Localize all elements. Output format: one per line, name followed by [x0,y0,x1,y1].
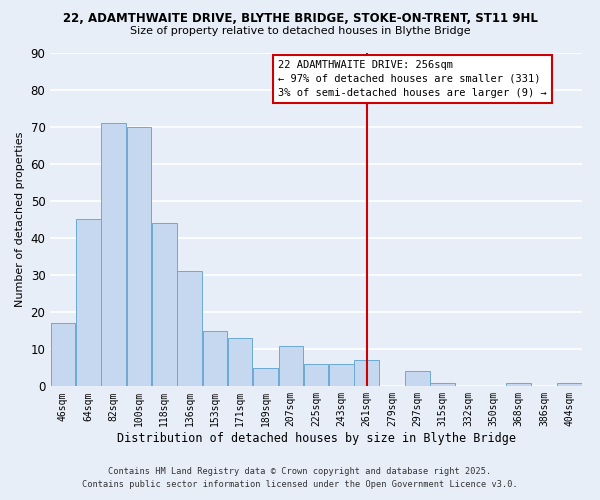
Text: Contains HM Land Registry data © Crown copyright and database right 2025.
Contai: Contains HM Land Registry data © Crown c… [82,467,518,489]
Bar [228,338,253,386]
Bar [430,382,455,386]
Bar [557,382,581,386]
Text: 22 ADAMTHWAITE DRIVE: 256sqm
← 97% of detached houses are smaller (331)
3% of se: 22 ADAMTHWAITE DRIVE: 256sqm ← 97% of de… [278,60,547,98]
Bar [355,360,379,386]
Bar [506,382,531,386]
Text: 22, ADAMTHWAITE DRIVE, BLYTHE BRIDGE, STOKE-ON-TRENT, ST11 9HL: 22, ADAMTHWAITE DRIVE, BLYTHE BRIDGE, ST… [62,12,538,26]
Y-axis label: Number of detached properties: Number of detached properties [15,132,25,307]
X-axis label: Distribution of detached houses by size in Blythe Bridge: Distribution of detached houses by size … [116,432,515,445]
Bar [127,126,151,386]
Bar [50,324,75,386]
Bar [152,223,176,386]
Bar [101,123,126,386]
Bar [253,368,278,386]
Bar [76,220,101,386]
Bar [177,272,202,386]
Bar [278,346,303,387]
Bar [405,372,430,386]
Bar [203,330,227,386]
Bar [304,364,328,386]
Bar [329,364,354,386]
Text: Size of property relative to detached houses in Blythe Bridge: Size of property relative to detached ho… [130,26,470,36]
